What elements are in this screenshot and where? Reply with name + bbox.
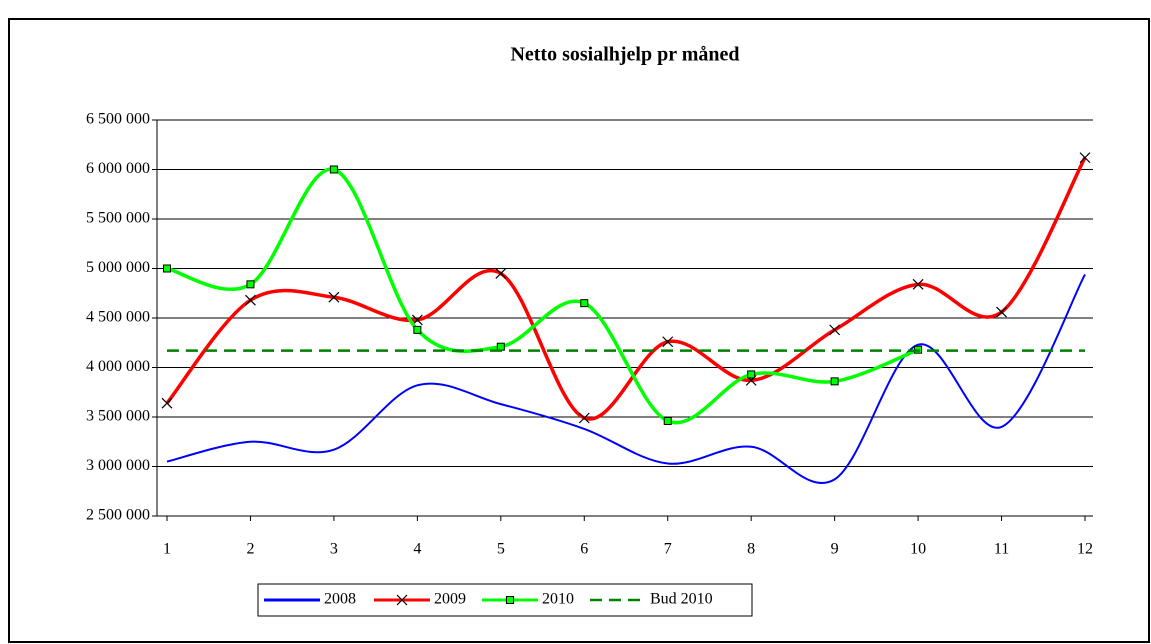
y-tick-label: 3 500 000	[86, 408, 150, 425]
legend: 2008 2009 2010 Bud 2010	[257, 583, 753, 617]
marker	[663, 416, 672, 425]
chart-title: Netto sosialhjelp pr måned	[510, 44, 739, 66]
x-tick-label: 6	[580, 541, 588, 558]
x-tick-label: 10	[910, 541, 926, 558]
marker	[578, 412, 590, 424]
x-tick-label: 8	[747, 541, 755, 558]
marker	[496, 342, 505, 351]
marker	[829, 324, 841, 336]
marker	[163, 264, 171, 273]
legend-label: 2009	[434, 591, 466, 608]
marker	[912, 278, 924, 290]
legend-label: 2010	[542, 591, 574, 608]
legend-label: Bud 2010	[650, 591, 713, 608]
marker	[1079, 152, 1091, 164]
legend-label: 2008	[324, 591, 356, 608]
marker	[495, 268, 507, 279]
marker	[328, 291, 340, 303]
x-tick-label: 1	[163, 541, 171, 558]
y-tick-label: 3 000 000	[86, 457, 150, 474]
marker	[747, 370, 756, 379]
y-tick-label: 4 000 000	[86, 358, 150, 375]
marker	[830, 377, 839, 386]
x-tick-label: 7	[664, 541, 672, 558]
series-line	[166, 273, 1086, 484]
marker	[506, 596, 514, 604]
x-tick-label: 3	[330, 541, 338, 558]
x-tick-label: 11	[994, 541, 1009, 558]
y-tick-label: 6 500 000	[86, 111, 150, 128]
marker	[413, 325, 422, 334]
x-tick-label: 2	[246, 541, 254, 558]
x-tick-label: 4	[413, 541, 421, 558]
y-tick-label: 6 000 000	[86, 160, 150, 177]
x-tick-label: 9	[831, 541, 839, 558]
marker	[245, 294, 256, 306]
marker	[396, 594, 408, 606]
marker	[161, 397, 173, 409]
y-tick-label: 5 000 000	[86, 259, 150, 276]
marker	[996, 306, 1007, 318]
x-tick-label: 12	[1077, 541, 1093, 558]
y-tick-label: 4 500 000	[86, 309, 150, 326]
x-tick-label: 5	[497, 541, 505, 558]
marker	[580, 299, 589, 308]
series-line	[166, 167, 919, 425]
marker	[246, 280, 255, 289]
marker	[662, 336, 674, 348]
y-tick-label: 2 500 000	[86, 507, 150, 524]
chart-frame	[8, 18, 1150, 643]
marker	[329, 165, 338, 174]
y-tick-label: 5 500 000	[86, 210, 150, 227]
